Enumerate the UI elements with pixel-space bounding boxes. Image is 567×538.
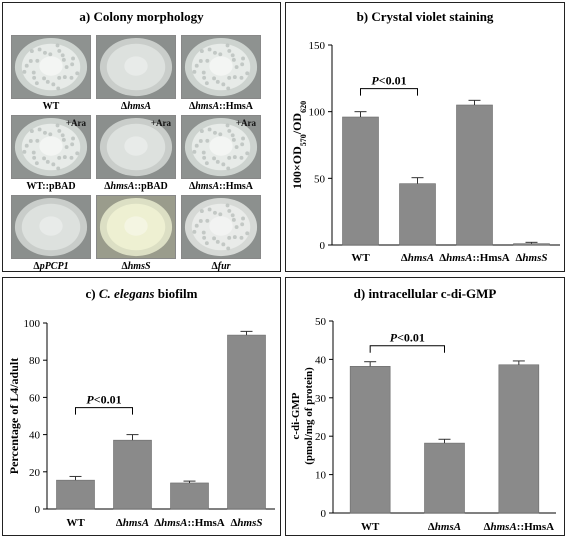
x-tick-label: ΔhmsA xyxy=(401,252,434,264)
y-tick-label: 60 xyxy=(29,392,41,404)
panel-d-letter: d) xyxy=(353,286,366,301)
y-tick-label: 0 xyxy=(35,504,41,516)
y-tick-label: 40 xyxy=(315,354,327,366)
x-tick-label: ΔhmsA::HmsA xyxy=(154,517,225,529)
colony-label: WT xyxy=(42,101,60,112)
colony-photo xyxy=(96,35,176,99)
x-tick-label: WT xyxy=(66,517,85,529)
y-tick-label: 20 xyxy=(315,431,327,443)
y-tick-label: 100 xyxy=(24,318,41,330)
panel-crystal-violet: b) Crystal violet staining 0 50 100 150 WT Δh… xyxy=(285,2,565,272)
colony-label: ΔhmsS xyxy=(121,261,151,272)
significance-bracket xyxy=(369,345,445,353)
panel-b-title-text: Crystal violet staining xyxy=(371,9,494,24)
x-tick-label: ΔhmsS xyxy=(231,517,263,529)
bar xyxy=(342,116,379,246)
x-tick-label: ΔhmsA xyxy=(428,521,461,533)
panel-a-letter: a) xyxy=(79,9,91,24)
y-tick-label: 80 xyxy=(29,355,41,367)
panel-b-title: b) Crystal violet staining xyxy=(286,9,564,25)
bar xyxy=(498,364,540,514)
panel-c-di-gmp: d) intracellular c-di-GMP 0 10 20 30 40 50 WT Δ… xyxy=(285,277,565,536)
y-tick-label: 20 xyxy=(29,467,41,479)
y-tick-label: 50 xyxy=(315,316,327,328)
x-tick-label: WT xyxy=(361,521,380,533)
arabinose-label: +Ara xyxy=(235,118,256,128)
y-tick-label: 50 xyxy=(314,173,326,185)
colony-label: ΔhmsA::pBAD xyxy=(104,181,168,192)
x-tick-label: ΔhmsS xyxy=(516,252,548,264)
bar xyxy=(399,183,436,246)
panel-c-letter: c) xyxy=(85,286,96,301)
significance-label: P<0.01 xyxy=(371,74,406,88)
y-tick-label: 10 xyxy=(315,470,327,482)
bar xyxy=(513,243,550,246)
panel-colony-morphology: a) Colony morphology WT ΔhmsA ΔhmsA::HmsA +… xyxy=(2,2,281,272)
x-tick-label: ΔhmsA::HmsA xyxy=(439,252,510,264)
colony-label: Δfur xyxy=(211,261,231,272)
colony-label: ΔhmsA::HmsA xyxy=(188,101,254,112)
y-tick-label: 150 xyxy=(309,40,326,52)
panel-c-title: c) C. elegans biofilm xyxy=(3,286,280,302)
bar xyxy=(170,482,209,510)
x-tick-label: WT xyxy=(351,252,370,264)
y-tick-label: 0 xyxy=(320,240,326,252)
x-tick-label: ΔhmsA xyxy=(116,517,149,529)
panel-c-title-italic: C. elegans xyxy=(98,286,155,301)
significance-label: P<0.01 xyxy=(86,393,121,407)
panel-c-title-text: biofilm xyxy=(157,286,198,301)
panel-c-elegans-biofilm: c) C. elegans biofilm 0 20 40 60 80 100 WT Δhms… xyxy=(2,277,281,536)
panel-a-title-text: Colony morphology xyxy=(93,9,204,24)
colony-label: ΔpPCP1 xyxy=(33,261,69,272)
bar xyxy=(56,479,95,510)
bar xyxy=(349,366,391,514)
colony-label: ΔhmsA::HmsA xyxy=(188,181,254,192)
y-axis-label: c-di-GMP xyxy=(290,392,302,439)
y-tick-label: 100 xyxy=(309,107,326,119)
colony-photo xyxy=(11,35,91,99)
colony-photo: +Ara xyxy=(11,115,91,179)
colony-photo: +Ara xyxy=(96,115,176,179)
y-axis-label: 100×OD570/OD620 xyxy=(290,101,308,189)
panel-a-title: a) Colony morphology xyxy=(3,9,280,25)
y-tick-label: 30 xyxy=(315,393,327,405)
colony-label: WT::pBAD xyxy=(26,181,76,192)
bar xyxy=(456,104,493,246)
arabinose-label: +Ara xyxy=(65,118,86,128)
panel-d-title: d) intracellular c-di-GMP xyxy=(286,286,564,302)
x-tick-label: ΔhmsA::HmsA xyxy=(484,521,555,533)
arabinose-label: +Ara xyxy=(150,118,171,128)
significance-label: P<0.01 xyxy=(390,331,425,345)
colony-photo xyxy=(11,195,91,259)
significance-bracket xyxy=(360,88,418,96)
y-axis-label-units: (pmol/mg of protein) xyxy=(303,367,315,465)
colony-photo xyxy=(96,195,176,259)
y-tick-label: 40 xyxy=(29,430,41,442)
panel-b-letter: b) xyxy=(356,9,369,24)
significance-bracket xyxy=(75,407,133,415)
colony-photo: +Ara xyxy=(181,115,261,179)
colony-photo xyxy=(181,35,261,99)
y-tick-label: 0 xyxy=(321,508,327,520)
bar xyxy=(113,439,152,510)
colony-photo xyxy=(181,195,261,259)
bar xyxy=(227,334,266,510)
bar xyxy=(424,442,465,514)
panel-d-title-text: intracellular c-di-GMP xyxy=(368,286,497,301)
colony-label: ΔhmsA xyxy=(120,101,152,112)
y-axis-label: Percentage of L4/adult xyxy=(7,358,21,474)
